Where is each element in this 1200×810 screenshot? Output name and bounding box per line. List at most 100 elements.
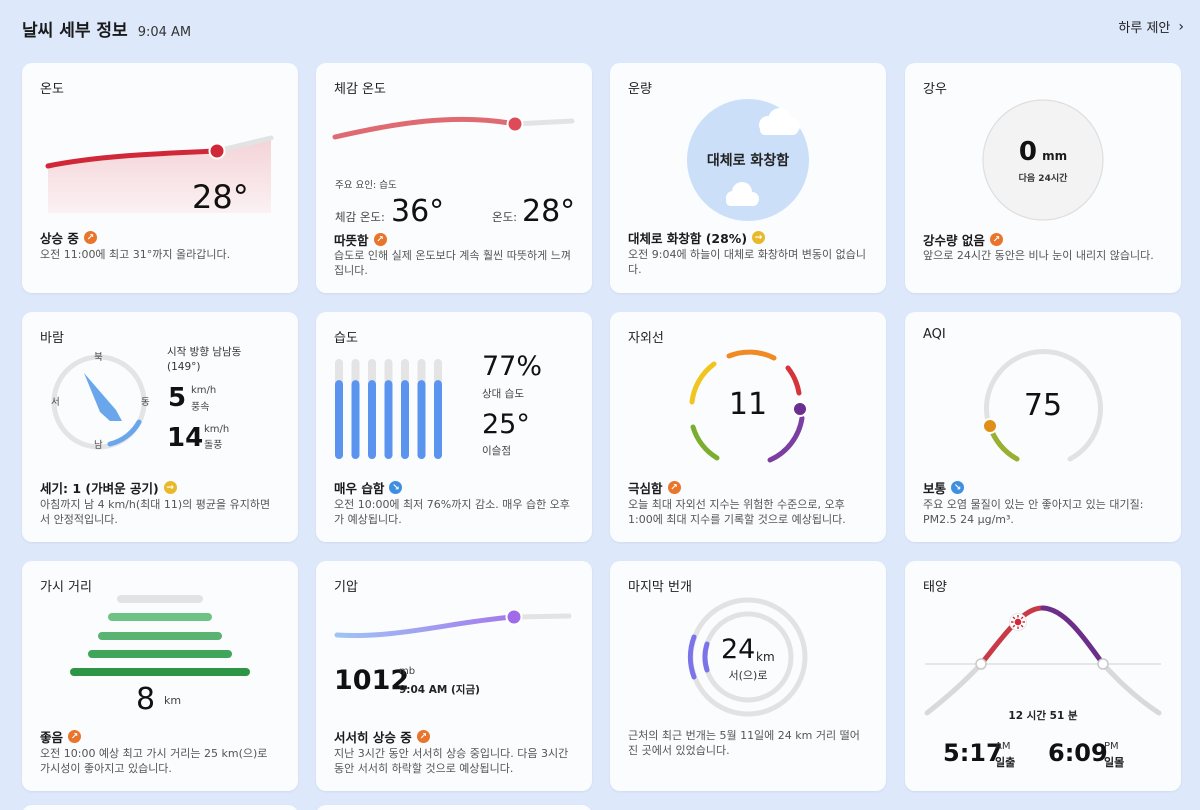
wind-card[interactable]: 바람 북 남 동 서 시작 방향 남남동 (149°) 5 km/h 풍속 14… [22, 312, 298, 542]
visibility-unit: km [164, 694, 182, 707]
card-description: 앞으로 24시간 동안은 비나 눈이 내리지 않습니다. [923, 249, 1154, 262]
sunset-label: 일몰 [1104, 756, 1125, 769]
card-title: AQI [923, 327, 946, 342]
card-description: 오전 10:00 예상 최고 가시 거리는 25 km(으)로 가시성이 좋아지… [40, 747, 268, 775]
day-length: 12 시간 51 분 [1008, 710, 1078, 722]
temperature-card[interactable]: 온도 28° 상승 중 ↗ 오전 11:00에 최고 31°까지 올라갑니다. [22, 63, 298, 293]
next-row-card [316, 805, 592, 810]
card-description: 주요 오염 물질이 있는 안 좋아지고 있는 대기질: PM2.5 24 μg/… [923, 498, 1144, 526]
humidity-bars [335, 359, 442, 459]
card-description: 오전 11:00에 최고 31°까지 올라갑니다. [40, 248, 231, 261]
actual-temp-value: 28° [522, 194, 576, 229]
humidity-card[interactable]: 습도 77% 상대 습도 25° 이슬점 매우 습함 ↘ 오전 10:00에 최저… [316, 312, 592, 542]
temperature-value: 28° [192, 178, 249, 216]
status-label: 서서히 상승 중 ↗ [334, 727, 430, 746]
status-text: 좋음 [40, 730, 64, 745]
card-title: 자외선 [628, 331, 664, 346]
rainfall-period: 다음 24시간 [1018, 174, 1068, 184]
status-label: 강수량 없음 ↗ [923, 230, 1003, 249]
status-text: 강수량 없음 [923, 233, 985, 248]
trend-up-icon: ↗ [83, 231, 97, 244]
next-row-card [22, 805, 298, 810]
pressure-value: 1012 [334, 665, 410, 696]
chevron-right-icon: › [1178, 18, 1184, 35]
card-title: 온도 [40, 82, 64, 97]
status-label: 따뜻함 ↗ [334, 230, 387, 249]
trend-up-icon: ↗ [416, 730, 430, 743]
feels-like-value: 36° [391, 194, 445, 229]
card-title: 기압 [334, 580, 358, 595]
status-label: 대체로 화창함 (28%) → [628, 228, 766, 247]
status-label: 극심함 ↗ [628, 478, 681, 497]
cloud-cover-card[interactable]: 운량 대체로 화창함 대체로 화창함 (28%) → 오전 9:04에 하늘이 대… [610, 63, 886, 293]
status-label: 세기: 1 (가벼운 공기) → [40, 478, 177, 497]
sun-path-graph [924, 605, 1162, 716]
wind-compass [51, 354, 147, 450]
day-suggestion-label: 하루 제안 [1118, 21, 1171, 36]
visibility-card[interactable]: 가시 거리 8 km 좋음 ↗ 오전 10:00 예상 최고 가시 거리는 25 … [22, 561, 298, 791]
card-description: 지난 3시간 동안 서서히 상승 중입니다. 다음 3시간 동안 서서히 하락할… [334, 747, 569, 775]
dew-point-value: 25° [482, 409, 530, 440]
sunrise-time: 5:17 [943, 739, 1003, 767]
trend-up-icon: ↗ [989, 233, 1003, 246]
status-text: 상승 중 [40, 231, 79, 246]
sunrise-ampm: AM [995, 741, 1011, 752]
cloud-cover-graphic [687, 99, 809, 221]
temperature-trend-graph [45, 135, 274, 213]
card-title: 체감 온도 [334, 82, 386, 97]
lightning-card[interactable]: 마지막 번개 24 km 서(으)로 근처의 최근 번개는 5월 11일에 24… [610, 561, 886, 791]
card-description: 아침까지 남 4 km/h(최대 11)의 평균을 유지하면서 안정적입니다. [40, 498, 271, 526]
rainfall-value: 0 [1018, 137, 1037, 167]
trend-flat-icon: → [163, 481, 177, 494]
card-title: 태양 [923, 580, 947, 595]
page-title: 날씨 세부 정보 [22, 21, 128, 41]
wind-speed-unit: km/h [191, 385, 217, 396]
trend-up-icon: ↗ [68, 730, 82, 743]
wind-speed-label: 풍속 [191, 402, 210, 413]
uv-index-value: 11 [728, 387, 768, 422]
card-title: 운량 [628, 82, 652, 97]
trend-flat-icon: → [752, 231, 766, 244]
compass-west: 서 [51, 397, 60, 408]
visibility-bars [70, 595, 250, 676]
pressure-unit: mb [399, 666, 416, 677]
lightning-distance: 24 [721, 634, 756, 665]
card-description: 오늘 최대 자외선 지수는 위험한 수준으로, 오후 1:00에 최대 지수를 … [628, 498, 846, 526]
header-time: 9:04 AM [137, 25, 192, 40]
trend-down-icon: ↘ [389, 481, 403, 494]
trend-down-icon: ↘ [951, 481, 965, 494]
pressure-card[interactable]: 기압 1012 mb 9:04 AM (지금) 서서히 상승 중 ↗ 지난 3시간… [316, 561, 592, 791]
wind-gust-label: 돌풍 [204, 440, 223, 451]
lightning-direction: 서(으)로 [728, 669, 768, 682]
uv-gauge [689, 349, 808, 463]
rainfall-card[interactable]: 강우 0 mm 다음 24시간 강수량 없음 ↗ 앞으로 24시간 동안은 비나 … [905, 63, 1181, 293]
card-title: 강우 [923, 82, 947, 97]
card-title: 습도 [334, 331, 358, 346]
aqi-value: 75 [1023, 388, 1063, 423]
feels-like-card[interactable]: 체감 온도 주요 요인: 습도 체감 온도: 36° 온도: 28° 따뜻함 ↗ … [316, 63, 592, 293]
lightning-radar [687, 597, 808, 717]
rainfall-gauge [982, 99, 1104, 221]
wind-speed-value: 5 [168, 383, 187, 413]
feels-like-label: 체감 온도: [335, 210, 385, 224]
humidity-value: 77% [482, 351, 543, 382]
status-text: 대체로 화창함 (28%) [628, 231, 748, 246]
main-factor: 주요 요인: 습도 [335, 180, 397, 191]
rainfall-value-group: 0 mm [905, 137, 1181, 167]
sun-card[interactable]: 태양 12 시간 51 분 5:17 AM 일출 6:09 PM 일몰 [905, 561, 1181, 791]
trend-up-icon: ↗ [667, 481, 681, 494]
feels-like-trend-graph [332, 115, 575, 140]
humidity-label: 상대 습도 [482, 388, 524, 400]
uv-index-card[interactable]: 자외선 11 극심함 ↗ 오늘 최대 자외선 지수는 위험한 수준으로, 오후 1… [610, 312, 886, 542]
status-label: 보통 ↘ [923, 478, 965, 497]
rainfall-unit: mm [1042, 149, 1068, 163]
status-text: 서서히 상승 중 [334, 730, 412, 745]
card-description: 습도로 인해 실제 온도보다 계속 훨씬 따뜻하게 느껴집니다. [334, 249, 571, 277]
aqi-card[interactable]: AQI 75 보통 ↘ 주요 오염 물질이 있는 안 좋아지고 있는 대기질: P… [905, 312, 1181, 542]
card-title: 가시 거리 [40, 580, 92, 595]
card-title: 마지막 번개 [628, 580, 692, 595]
day-suggestion-link[interactable]: 하루 제안 › [1118, 17, 1184, 37]
pressure-time: 9:04 AM (지금) [399, 684, 480, 696]
status-text: 따뜻함 [334, 233, 369, 248]
compass-east: 동 [141, 397, 150, 408]
